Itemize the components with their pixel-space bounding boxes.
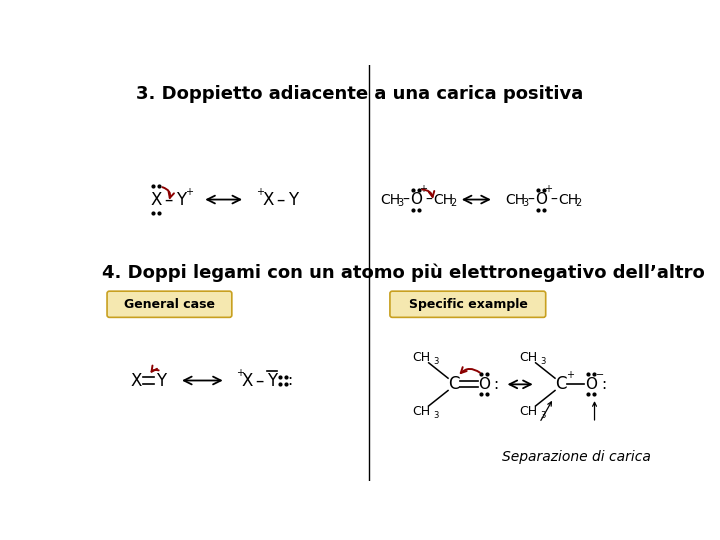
Text: CH: CH [413, 405, 431, 418]
Text: CH: CH [520, 405, 538, 418]
Text: –: – [426, 193, 433, 206]
Text: Y: Y [156, 372, 166, 389]
Text: 4. Doppi legami con un atomo più elettronegativo dell’altro: 4. Doppi legami con un atomo più elettro… [102, 264, 704, 282]
Text: General case: General case [125, 298, 215, 310]
Text: O: O [410, 192, 422, 207]
Text: C: C [449, 375, 460, 393]
Text: 3: 3 [523, 198, 528, 208]
Text: Y: Y [267, 372, 277, 389]
Text: O: O [477, 377, 490, 392]
Text: 3: 3 [397, 198, 404, 208]
Text: 3: 3 [433, 357, 438, 366]
Text: –: – [527, 193, 534, 206]
Text: −: − [596, 370, 604, 380]
Text: CH: CH [505, 193, 526, 206]
Text: +: + [256, 187, 264, 197]
Text: Y: Y [176, 191, 186, 208]
Text: Separazione di carica: Separazione di carica [503, 450, 651, 464]
Text: CH: CH [558, 193, 578, 206]
Text: 3: 3 [433, 410, 438, 420]
Text: X: X [131, 372, 142, 389]
Text: O: O [585, 377, 597, 392]
Text: +: + [185, 187, 193, 197]
Text: X: X [150, 191, 161, 208]
Text: CH: CH [520, 351, 538, 364]
Text: 3: 3 [540, 357, 545, 366]
Text: C: C [555, 375, 567, 393]
Text: –: – [164, 191, 173, 208]
FancyBboxPatch shape [107, 291, 232, 318]
Text: X: X [242, 372, 253, 389]
Text: :: : [601, 377, 607, 392]
Text: +: + [419, 184, 427, 194]
Text: +: + [544, 184, 552, 194]
Text: X: X [263, 191, 274, 208]
Text: 2: 2 [575, 198, 582, 208]
Text: O: O [535, 192, 547, 207]
Text: 3. Doppietto adiacente a una carica positiva: 3. Doppietto adiacente a una carica posi… [137, 85, 584, 103]
Text: Specific example: Specific example [409, 298, 528, 310]
Text: –: – [256, 372, 264, 389]
Text: CH: CH [381, 193, 401, 206]
Text: CH: CH [413, 351, 431, 364]
Text: –: – [550, 193, 557, 206]
Text: +: + [235, 368, 243, 378]
Text: 2: 2 [451, 198, 456, 208]
Text: :: : [493, 377, 498, 392]
Text: :: : [287, 373, 293, 388]
Text: 3: 3 [540, 410, 545, 420]
Text: Y: Y [288, 191, 298, 208]
FancyBboxPatch shape [390, 291, 546, 318]
Text: CH: CH [433, 193, 454, 206]
Text: +: + [567, 370, 575, 380]
Text: –: – [276, 191, 285, 208]
Text: –: – [402, 193, 409, 206]
